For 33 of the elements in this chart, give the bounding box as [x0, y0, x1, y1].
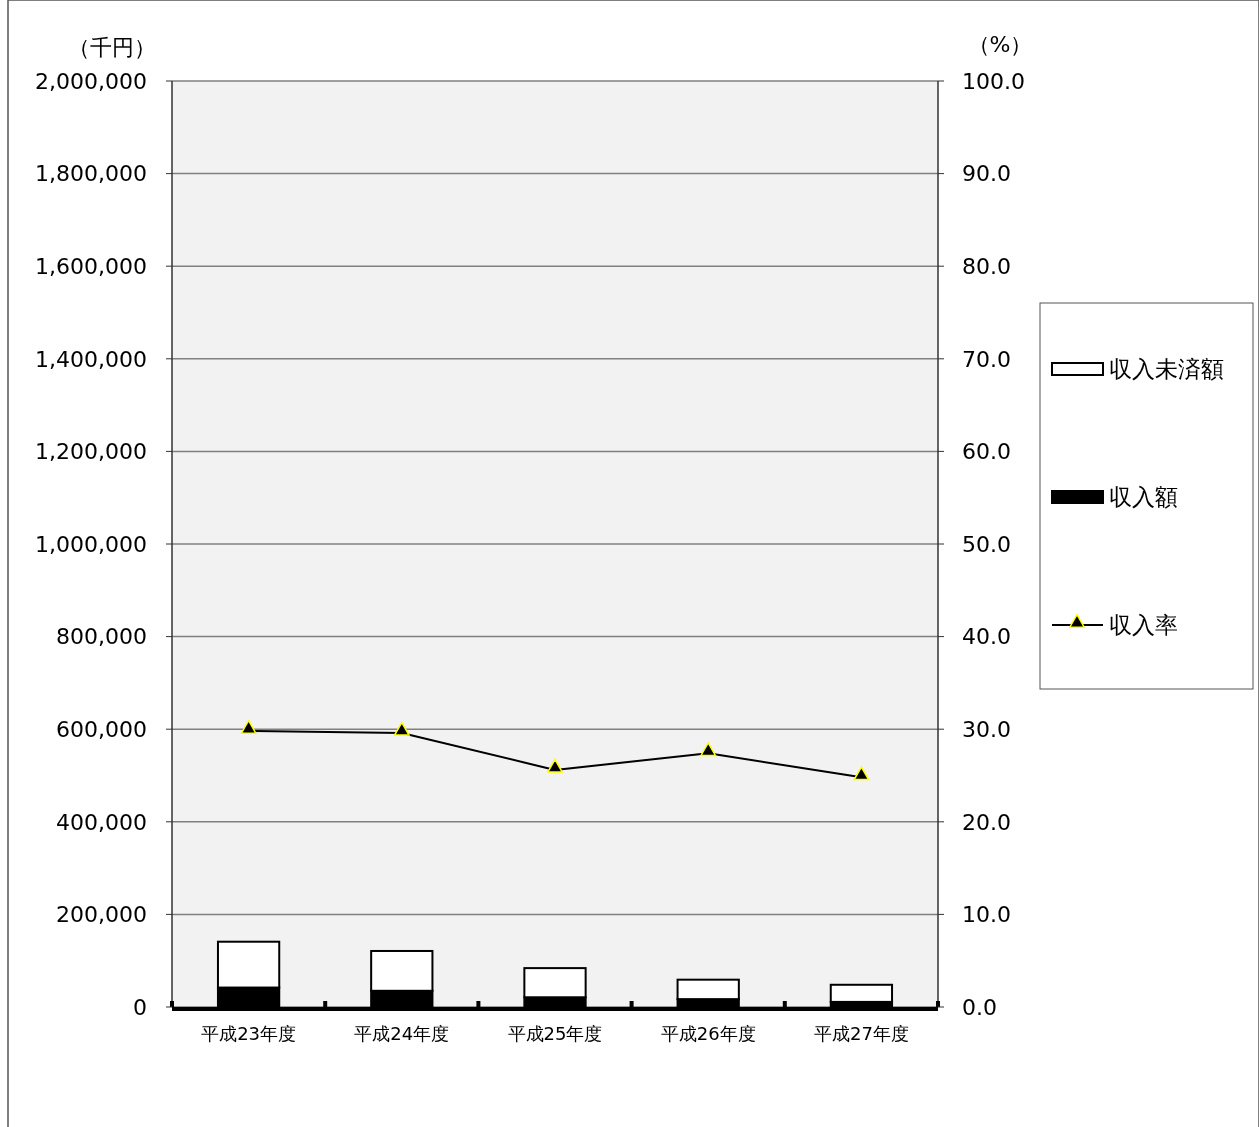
y2-tick-label: 70.0 [962, 346, 1011, 372]
y-axis-title: （千円） [68, 35, 156, 60]
y-tick-label: 200,000 [56, 902, 147, 928]
y-tick-label: 1,600,000 [35, 253, 147, 279]
y-tick-label: 400,000 [56, 809, 147, 835]
y2-axis-title: （%） [967, 32, 1033, 57]
legend-label: 収入率 [1109, 612, 1178, 639]
y2-tick-label: 40.0 [962, 624, 1011, 650]
y2-tick-label: 60.0 [962, 439, 1011, 465]
bar [829, 983, 894, 1003]
x-tick-label: 平成23年度 [201, 1023, 297, 1044]
y-tick-label: 600,000 [56, 716, 147, 742]
y-tick-label: 0 [133, 994, 147, 1020]
y-tick-label: 800,000 [56, 624, 147, 650]
y2-tick-label: 30.0 [962, 716, 1011, 742]
y2-tick-label: 10.0 [962, 902, 1011, 928]
legend-label: 収入未済額 [1109, 356, 1224, 383]
x-tick-label: 平成24年度 [354, 1023, 450, 1044]
legend-label: 収入額 [1109, 484, 1178, 511]
y2-tick-label: 80.0 [962, 253, 1011, 279]
y-tick-label: 1,200,000 [35, 439, 147, 465]
x-tick-label: 平成27年度 [813, 1023, 909, 1044]
y2-tick-label: 90.0 [962, 161, 1011, 187]
y-tick-label: 1,800,000 [35, 161, 147, 187]
y2-tick-label: 0.0 [962, 994, 997, 1020]
y-tick-label: 2,000,000 [35, 68, 147, 94]
y-tick-label: 1,400,000 [35, 346, 147, 372]
y2-tick-label: 20.0 [962, 809, 1011, 835]
y2-tick-label: 50.0 [962, 531, 1011, 557]
x-tick-label: 平成25年度 [507, 1023, 603, 1044]
y-tick-label: 1,000,000 [35, 531, 147, 557]
y2-tick-label: 100.0 [962, 68, 1025, 94]
x-tick-label: 平成26年度 [660, 1023, 756, 1044]
